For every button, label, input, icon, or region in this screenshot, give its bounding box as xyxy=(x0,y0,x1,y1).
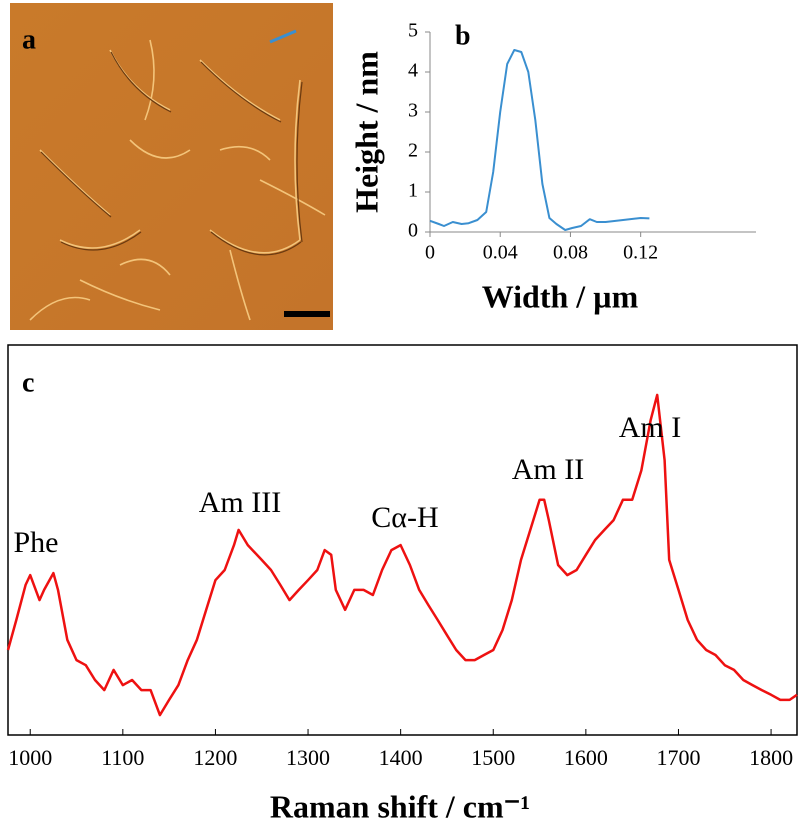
x-tick-label: 1300 xyxy=(286,745,330,770)
peak-annotation: Phe xyxy=(14,526,59,559)
y-tick-label: 1 xyxy=(408,180,418,202)
afm-fibrils xyxy=(29,39,326,321)
x-tick-label: 0.04 xyxy=(483,242,518,264)
x-tick-label: 1700 xyxy=(656,745,700,770)
x-tick-label: 1100 xyxy=(101,745,144,770)
x-tick-label: 1000 xyxy=(8,745,52,770)
x-tick-label: 0.08 xyxy=(553,242,588,264)
y-tick-label: 4 xyxy=(408,60,418,82)
y-tick-label: 5 xyxy=(408,20,418,42)
x-axis-label: Width / µm xyxy=(482,278,639,314)
scale-bar xyxy=(284,311,330,317)
x-tick-label: 1400 xyxy=(379,745,423,770)
x-tick-label: 1800 xyxy=(749,745,793,770)
data-line xyxy=(6,393,798,717)
peak-annotation: Cα-H xyxy=(371,501,438,534)
x-tick-label: 1200 xyxy=(193,745,237,770)
afm-image: a xyxy=(10,3,333,330)
plot-frame xyxy=(7,344,798,736)
y-tick-label: 2 xyxy=(408,140,418,162)
x-axis-label: Raman shift / cm⁻¹ xyxy=(270,788,530,824)
afm-shadows xyxy=(40,51,303,256)
panel-label: c xyxy=(22,367,34,398)
y-tick-label: 0 xyxy=(408,220,418,242)
data-line xyxy=(429,49,650,231)
y-tick-label: 3 xyxy=(408,100,418,122)
peak-annotation: Am I xyxy=(619,411,682,444)
peak-annotation: Am II xyxy=(512,453,584,486)
x-tick-label: 1500 xyxy=(471,745,515,770)
x-tick-label: 1600 xyxy=(564,745,608,770)
panel-label: a xyxy=(22,24,36,55)
peak-annotation: Am III xyxy=(199,486,281,519)
x-tick-label: 0.12 xyxy=(623,242,658,264)
y-axis-label: Height / nm xyxy=(348,51,384,213)
profile-line xyxy=(269,29,297,44)
x-tick-label: 0 xyxy=(425,242,435,264)
panel-label: b xyxy=(455,20,471,51)
afm-background xyxy=(10,3,333,330)
